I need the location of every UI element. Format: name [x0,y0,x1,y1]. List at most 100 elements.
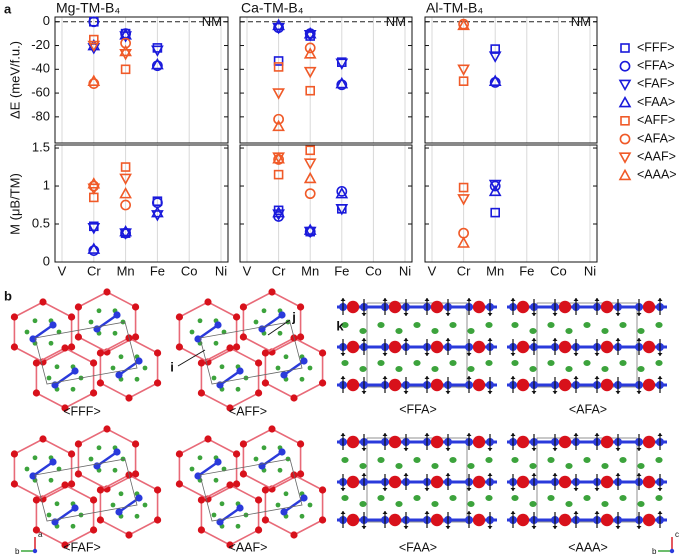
plot-frame [54,144,229,263]
b-atom [395,328,403,334]
ae-atom [430,435,444,449]
b-atom [341,495,349,501]
structure-image [175,425,327,549]
bond [96,314,118,330]
b-atom [275,502,281,508]
ae-atom [558,300,572,314]
data-point [335,186,349,199]
tm-atom [236,504,244,512]
b-atom [413,457,421,463]
data-point [119,228,132,240]
data-point [151,45,164,57]
spin-head [382,488,388,491]
tm-atom [135,357,143,365]
data-point [303,47,317,59]
ae-atom [318,379,327,387]
tm-atom [280,371,288,379]
spin-head [552,338,558,341]
data-point [303,26,317,39]
data-point [119,44,132,57]
bond [96,451,118,467]
structure-label: <FFF> [63,404,101,418]
ae-atom [103,288,111,296]
ae-atom [472,435,486,449]
legend-label: <AAA> [637,168,677,182]
b-atom [529,463,537,469]
spin-head [487,526,493,529]
spin-head [573,433,579,436]
ae-atom [472,475,486,489]
b-atom [565,463,573,469]
ae-atom [89,389,98,397]
tm-atom [194,335,202,343]
structure-label: <FFA> [399,402,437,416]
data-point [273,113,284,125]
spin-head [636,526,642,529]
pointer [267,319,291,336]
unit-cell [34,458,138,522]
spin-head [340,298,346,301]
data-point [488,179,502,192]
data-point [458,182,469,193]
structure-image [337,433,497,529]
ae-atom [103,425,111,433]
ae-atom [175,313,184,321]
data-point [119,186,132,199]
structure-label: <AAF> [229,540,268,554]
b-atom [54,364,60,370]
ae-atom [346,513,360,527]
ae-atom [125,531,133,539]
b-atom [261,308,267,314]
spin-head [552,526,558,529]
spin-head [424,298,430,301]
b-atom [211,375,217,381]
b-atom [253,319,259,325]
data-point [273,56,284,66]
b-atom [341,360,349,366]
bond [54,507,76,523]
spin-head [424,488,430,491]
b-atom [547,360,555,366]
bond [32,324,54,340]
spin-head [466,353,472,356]
x-tick-label: Ni [215,263,227,278]
ae-atom [32,359,41,367]
spin-head [382,511,388,514]
ae-atom [516,475,530,489]
axis-origin [669,548,675,554]
spin-head [594,488,600,491]
data-point [490,207,501,218]
b-atom [283,354,289,360]
b-atom [619,360,627,366]
b-atom [511,360,519,366]
legend-marker [618,95,632,108]
b-atom [395,463,403,469]
axis-label: b [652,547,657,556]
b-atom [565,501,573,507]
b-atom [88,456,94,462]
spin-head [445,473,451,476]
data-point [87,242,101,254]
b-atom [565,366,573,372]
data-point [272,152,285,164]
b-atom [134,513,140,519]
b-atom [529,366,537,372]
ae-atom [89,359,98,367]
ae-atom [430,378,444,392]
x-tick-label: Cr [87,263,101,278]
b-atom [70,523,76,529]
b-atom [529,501,537,507]
y-tick-label: 0 [43,253,50,268]
data-point [151,210,164,222]
b-atom [601,328,609,334]
b-atom [110,502,116,508]
structure-image [10,288,162,412]
spin-head [636,391,642,394]
ae-atom [290,531,298,539]
b-atom [211,512,217,518]
structure-image [175,288,327,412]
ae-atom [558,340,572,354]
ae-atom [131,303,140,311]
spin-head [361,448,367,451]
